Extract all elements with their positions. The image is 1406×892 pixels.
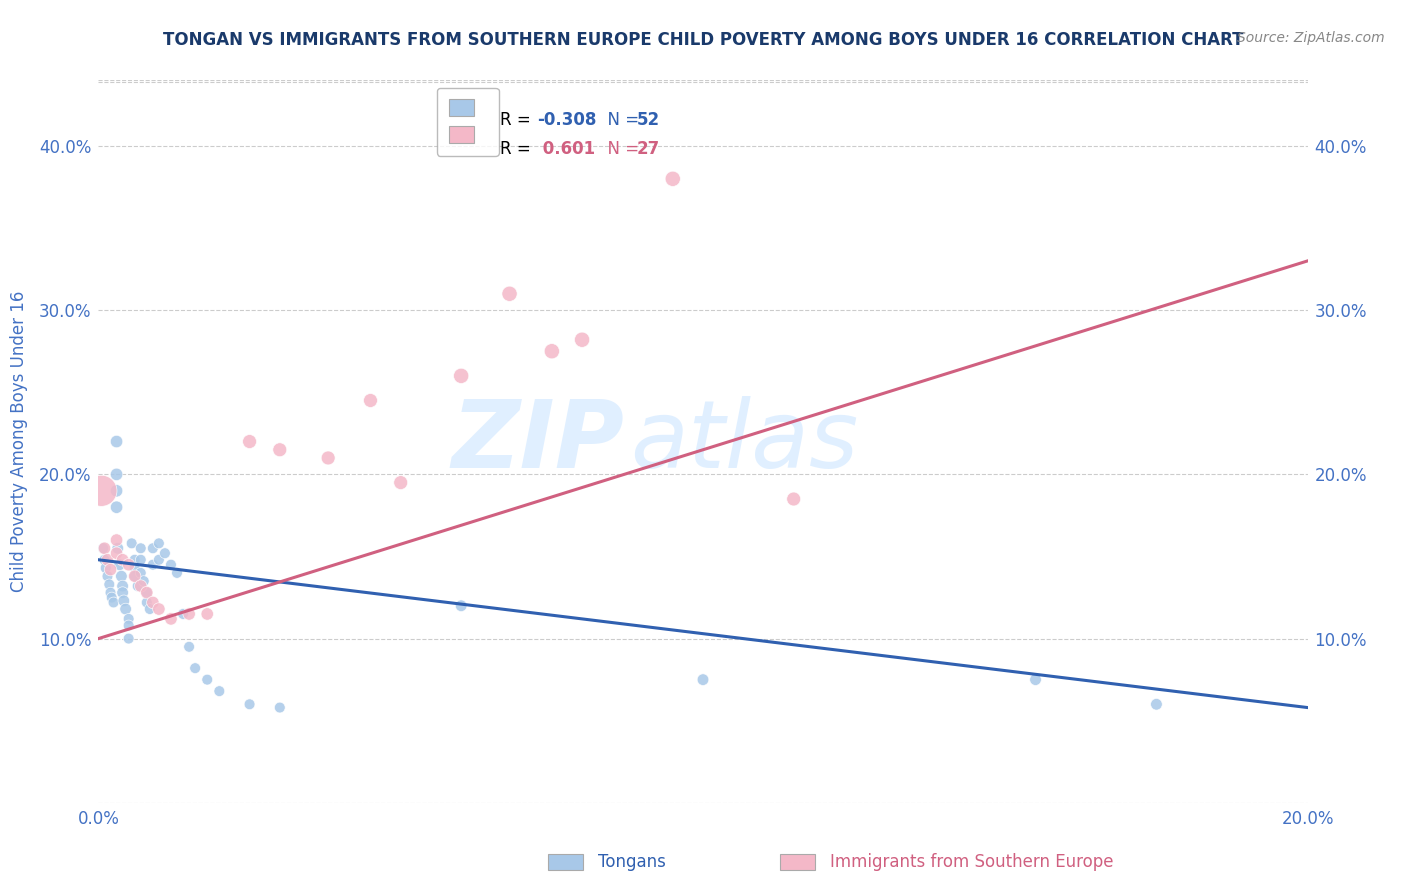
Point — [184, 661, 207, 675]
Point — [135, 585, 157, 599]
Point — [118, 632, 141, 646]
Point — [316, 450, 339, 465]
Point — [148, 536, 170, 550]
Text: R =: R = — [501, 140, 536, 158]
Point — [100, 563, 122, 577]
Point — [94, 561, 117, 575]
Point — [148, 602, 170, 616]
Point — [239, 434, 262, 449]
Point — [127, 579, 149, 593]
Point — [1024, 673, 1046, 687]
Point — [105, 434, 128, 449]
Point — [96, 569, 118, 583]
Point — [135, 585, 157, 599]
Point — [118, 612, 141, 626]
Point — [153, 546, 176, 560]
Point — [111, 585, 134, 599]
Text: Immigrants from Southern Europe: Immigrants from Southern Europe — [830, 853, 1114, 871]
Point — [93, 553, 115, 567]
Point — [100, 585, 122, 599]
Point — [179, 607, 201, 621]
Point — [498, 286, 520, 301]
Point — [195, 673, 218, 687]
Point — [124, 569, 146, 583]
Text: 52: 52 — [637, 111, 659, 129]
Point — [105, 467, 128, 482]
Point — [132, 574, 155, 588]
Point — [661, 171, 683, 186]
Text: N =: N = — [596, 140, 644, 158]
Point — [124, 569, 146, 583]
Point — [112, 594, 135, 608]
Point — [239, 698, 262, 712]
Point — [93, 541, 115, 556]
Point — [450, 599, 472, 613]
Point — [110, 569, 132, 583]
Point — [269, 700, 291, 714]
Point — [160, 558, 183, 572]
Point — [142, 558, 165, 572]
Point — [90, 483, 112, 498]
Point — [107, 541, 129, 556]
Point — [360, 393, 382, 408]
Point — [129, 579, 152, 593]
Point — [692, 673, 714, 687]
Point — [124, 561, 146, 575]
Point — [389, 475, 412, 490]
Point — [571, 333, 593, 347]
Point — [269, 442, 291, 457]
Point — [103, 595, 125, 609]
Text: 0.601: 0.601 — [537, 140, 596, 158]
Text: ZIP: ZIP — [451, 395, 624, 488]
Point — [105, 533, 128, 547]
Point — [111, 553, 134, 567]
Point — [129, 566, 152, 580]
Text: R =: R = — [501, 111, 536, 129]
Point — [91, 541, 114, 556]
Point — [124, 553, 146, 567]
Point — [783, 491, 806, 506]
Text: Source: ZipAtlas.com: Source: ZipAtlas.com — [1237, 31, 1385, 45]
Point — [105, 546, 128, 560]
Text: atlas: atlas — [630, 396, 859, 487]
Point — [142, 595, 165, 609]
Point — [148, 553, 170, 567]
Point — [129, 553, 152, 567]
Point — [118, 618, 141, 632]
Legend: , : , — [437, 87, 499, 155]
Point — [98, 577, 121, 591]
Point — [450, 368, 472, 383]
Text: Tongans: Tongans — [598, 853, 665, 871]
Point — [105, 483, 128, 498]
Point — [100, 591, 122, 605]
Point — [105, 500, 128, 515]
Text: N =: N = — [596, 111, 644, 129]
Point — [129, 541, 152, 556]
Point — [1144, 698, 1167, 712]
Point — [118, 558, 141, 572]
Y-axis label: Child Poverty Among Boys Under 16: Child Poverty Among Boys Under 16 — [10, 291, 28, 592]
Point — [111, 579, 134, 593]
Point — [135, 595, 157, 609]
Text: TONGAN VS IMMIGRANTS FROM SOUTHERN EUROPE CHILD POVERTY AMONG BOYS UNDER 16 CORR: TONGAN VS IMMIGRANTS FROM SOUTHERN EUROP… — [163, 31, 1243, 49]
Point — [540, 344, 562, 359]
Point — [208, 684, 231, 698]
Point — [166, 566, 188, 580]
Text: 27: 27 — [637, 140, 659, 158]
Point — [121, 536, 143, 550]
Point — [160, 612, 183, 626]
Point — [96, 553, 118, 567]
Point — [195, 607, 218, 621]
Point — [172, 607, 194, 621]
Point — [139, 602, 162, 616]
Point — [114, 602, 136, 616]
Point — [179, 640, 201, 654]
Text: -0.308: -0.308 — [537, 111, 596, 129]
Point — [108, 558, 131, 572]
Point — [142, 541, 165, 556]
